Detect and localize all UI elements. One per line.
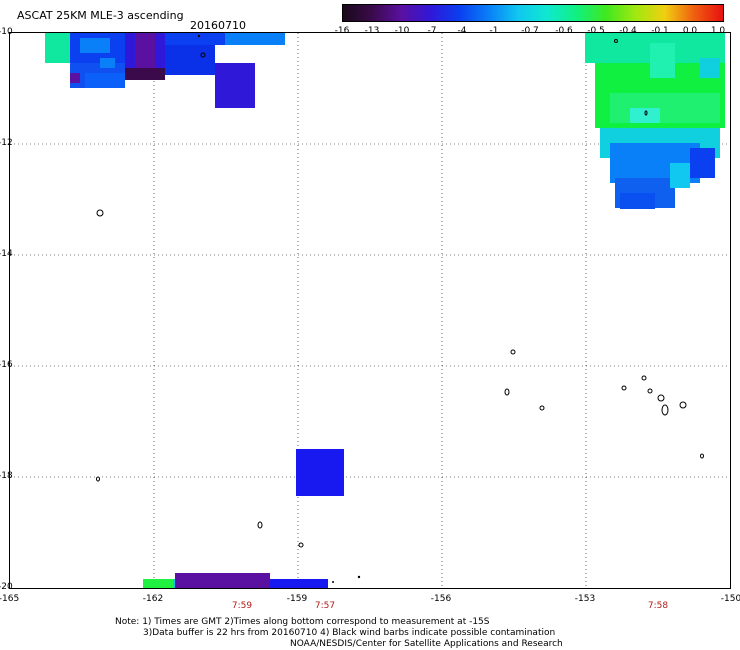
colorbar-label: -0.5 [587,26,605,36]
y-tick-label: -18 [0,471,13,481]
product-title: ASCAT 25KM MLE-3 ascending [17,9,184,22]
colorbar-label: -16 [334,26,350,36]
wind-swath-top-left [45,33,285,108]
colorbar-label: -1 [489,26,499,36]
colorbar [342,4,724,22]
x-tick-label: -156 [430,594,452,604]
time-label: 7:59 [231,601,253,611]
colorbar-label: -7 [427,26,437,36]
colorbar-label: 0.0 [682,26,698,36]
y-tick-label: -14 [0,249,13,259]
time-label: 7:57 [314,601,336,611]
island-dots [197,34,361,583]
x-tick-label: -150 [720,594,740,604]
map-plot-area [9,32,731,589]
footnote-line-2: 3)Data buffer is 22 hrs from 20160710 4)… [143,628,556,638]
colorbar-label: -0.1 [651,26,669,36]
time-label: 7:58 [647,601,669,611]
footnote-line-3: NOAA/NESDIS/Center for Satellite Applica… [290,639,563,649]
island-outlines [96,39,704,548]
colorbar-label: -10 [394,26,410,36]
colorbar-label: -0.7 [521,26,539,36]
footnote: Note: 1) Times are GMT 2)Times along bot… [115,617,563,650]
y-tick-label: -10 [0,27,13,37]
wind-swath-top-right [585,33,725,209]
product-date: 20160710 [190,19,246,32]
x-tick-label: -159 [286,594,308,604]
wind-swath-middle [296,449,344,496]
colorbar-label: -0.6 [555,26,573,36]
footnote-line-1: Note: 1) Times are GMT 2)Times along bot… [115,617,490,627]
y-tick-label: -16 [0,360,13,370]
colorbar-label: 1.0 [710,26,726,36]
x-tick-label: -162 [142,594,164,604]
colorbar-label: -0.4 [619,26,637,36]
x-tick-label: -165 [0,594,20,604]
y-tick-label: -20 [0,582,13,592]
colorbar-label: -13 [364,26,380,36]
y-tick-label: -12 [0,138,13,148]
wind-swath-bottom [143,573,328,588]
colorbar-label: -4 [457,26,467,36]
map-overlay [10,33,730,588]
colorbar-labels: -16 -13 -10 -7 -4 -1 -0.7 -0.6 -0.5 -0.4… [330,26,730,38]
x-tick-label: -153 [574,594,596,604]
